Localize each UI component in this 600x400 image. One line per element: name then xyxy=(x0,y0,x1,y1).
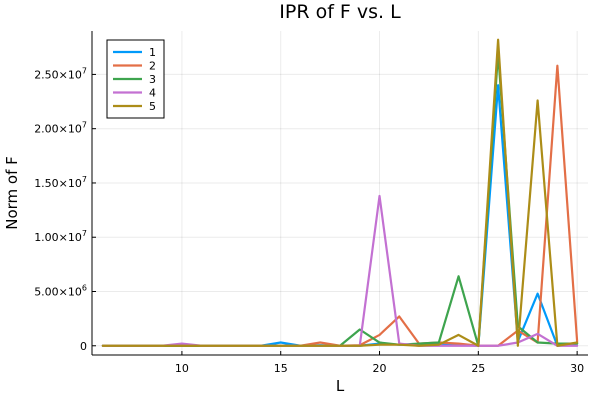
series-lines xyxy=(101,38,579,347)
series-line-4 xyxy=(101,194,579,347)
x-tick-label: 15 xyxy=(274,362,288,375)
y-tick-label: 2.00×107 xyxy=(34,121,87,136)
y-axis-label: Norm of F xyxy=(3,156,21,230)
x-axis-ticks: 10 15 20 25 30 xyxy=(175,351,584,375)
series-line-1 xyxy=(101,84,579,347)
series-line-5 xyxy=(101,38,579,347)
chart-title: IPR of F vs. L xyxy=(279,1,401,23)
y-tick-label: 5.00×106 xyxy=(34,284,87,299)
legend-label-3: 3 xyxy=(149,73,156,86)
legend-label-4: 4 xyxy=(149,87,156,100)
y-tick-label: 0 xyxy=(80,340,87,353)
axes xyxy=(91,31,588,356)
legend-label-2: 2 xyxy=(149,60,156,73)
x-tick-label: 25 xyxy=(471,362,485,375)
x-axis-label: L xyxy=(336,377,345,395)
x-tick-label: 20 xyxy=(373,362,387,375)
y-tick-label: 1.50×107 xyxy=(34,175,87,190)
grid xyxy=(92,31,588,355)
legend-label-5: 5 xyxy=(149,100,156,113)
y-tick-label: 2.50×107 xyxy=(34,66,87,81)
series-line-2 xyxy=(101,64,579,347)
y-axis-ticks: 0 5.00×106 1.00×107 1.50×107 2.00×107 2.50×10… xyxy=(34,66,96,353)
y-tick-label: 1.00×107 xyxy=(34,229,87,244)
legend-label-1: 1 xyxy=(149,46,156,59)
x-tick-label: 30 xyxy=(570,362,584,375)
x-tick-label: 10 xyxy=(175,362,189,375)
